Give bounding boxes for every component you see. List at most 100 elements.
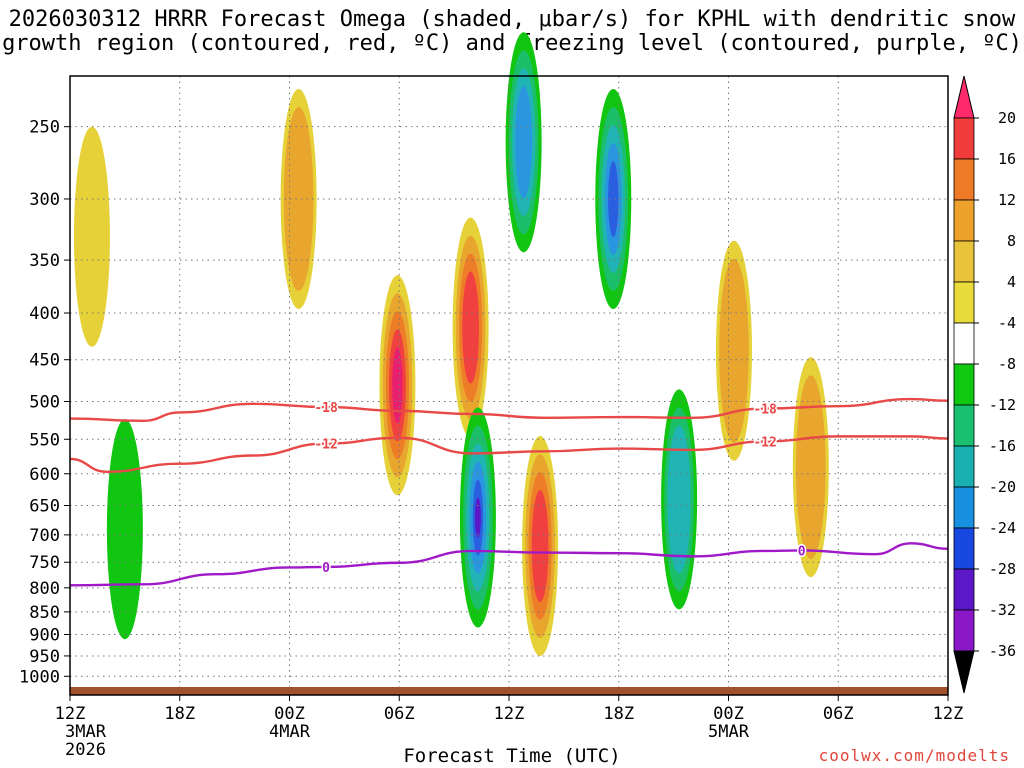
y-tick-label: 900 [29,626,60,646]
colorbar-swatch [953,158,975,201]
colorbar-swatch [953,199,975,242]
x-tick-label: 06Z [823,704,854,724]
colorbar-label: 8 [1007,232,1016,250]
colorbar-swatch [953,363,975,406]
y-tick-label: 250 [29,118,60,138]
y-tick-label: 750 [29,553,60,573]
y-tick-label: 300 [29,190,60,210]
dgz_top-contour [69,397,949,423]
y-axis: 250 300 350 400 450 500 550 600 650 700 750 800 850 9… [19,118,70,687]
colorbar-swatch [953,527,975,570]
credit-link[interactable]: coolwx.com/modelts [818,746,1010,765]
colorbar-bottom-arrow [953,650,975,694]
omega-feature [715,240,752,461]
dgz_bottom-label: -12 [314,438,337,453]
colorbar-swatch [953,609,975,652]
y-tick-label: 1000 [19,667,60,687]
x-tick-label: 12Z [55,704,86,724]
colorbar-label: 16 [998,150,1016,168]
colorbar-swatch [953,568,975,611]
omega-feature [379,275,416,496]
dgz_bottom-contour [69,435,949,473]
omega-shading [73,32,829,657]
omega-contour-fill [667,425,691,574]
dgz_top-label: -18 [314,401,338,416]
colorbar-swatch [953,486,975,529]
colorbar-swatch [953,322,975,365]
colorbar-swatch [953,281,975,324]
chart-title: 2026030312 HRRR Forecast Omega (shaded, … [0,8,1024,56]
colorbar-label: -4 [998,314,1016,332]
omega-feature [106,419,143,640]
colorbar-label: 20 [998,109,1016,127]
omega-feature [452,217,489,438]
colorbar-swatch [953,445,975,488]
freezing-label: 0 [322,561,330,576]
omega-feature [459,407,496,628]
colorbar-label: -12 [989,396,1016,414]
colorbar-label: -8 [998,355,1016,373]
colorbar-label: -32 [989,601,1016,619]
y-tick-label: 500 [29,392,60,412]
colorbar-swatch [953,404,975,447]
x-tick-label: 12Z [933,704,964,724]
colorbar-label: -20 [989,478,1016,496]
y-tick-label: 550 [29,430,60,450]
y-tick-label: 400 [29,304,60,324]
omega-contour-fill [515,86,533,199]
omega-feature [73,126,110,347]
x-date-label: 3MAR [65,722,107,742]
x-tick-label: 18Z [164,704,195,724]
y-tick-label: 450 [29,351,60,371]
x-tick-label: 06Z [384,704,415,724]
dgz_top-label: -18 [753,403,777,418]
x-date-label: 4MAR [269,722,311,742]
omega-contour-fill [796,375,826,560]
y-tick-label: 700 [29,526,60,546]
omega-contour-fill [474,497,481,538]
colorbar: 20 16 12 8 4 -4 -8 -12 -16 -20 -24 -28 -32 -36 [953,75,1016,694]
omega-contour-fill [392,347,403,424]
omega-feature [661,389,698,610]
x-axis-title: Forecast Time (UTC) [403,745,621,767]
colorbar-label: -36 [989,642,1016,660]
colorbar-label: -16 [989,437,1016,455]
y-tick-label: 950 [29,647,60,667]
y-tick-label: 350 [29,251,60,271]
colorbar-label: 4 [1007,273,1016,291]
omega-feature [595,88,632,309]
colorbar-top-arrow [953,75,975,119]
colorbar-label: 12 [998,191,1016,209]
y-tick-label: 600 [29,465,60,485]
x-date-label: 5MAR [708,722,750,742]
omega-feature [522,436,559,657]
y-tick-label: 650 [29,496,60,516]
omega-contour-fill [462,271,479,384]
x-tick-label: 00Z [713,704,744,724]
ground-strip [70,687,948,695]
omega-contour-fill [608,160,619,237]
omega-feature [792,357,829,578]
colorbar-swatch [953,240,975,283]
omega-feature [505,32,542,253]
freezing-contour [69,542,949,587]
y-tick-label: 800 [29,579,60,599]
title-line-1: 2026030312 HRRR Forecast Omega (shaded, … [8,7,1016,32]
x-year-label: 2026 [65,740,106,760]
y-tick-label: 850 [29,603,60,623]
x-tick-label: 18Z [603,704,634,724]
omega-contour-fill [106,419,143,640]
x-tick-label: 00Z [274,704,305,724]
omega-feature [280,88,317,309]
colorbar-swatch [953,117,975,160]
contours: -18 -18 -12 -12 0 0 [69,397,949,587]
colorbar-label: -24 [989,519,1016,537]
x-tick-label: 12Z [494,704,525,724]
omega-contour-fill [73,126,110,347]
freezing-label: 0 [798,544,806,559]
title-line-2: growth region (contoured, red, ºC) and f… [2,31,1022,56]
colorbar-label: -28 [989,560,1016,578]
omega-contour-fill [531,490,549,603]
